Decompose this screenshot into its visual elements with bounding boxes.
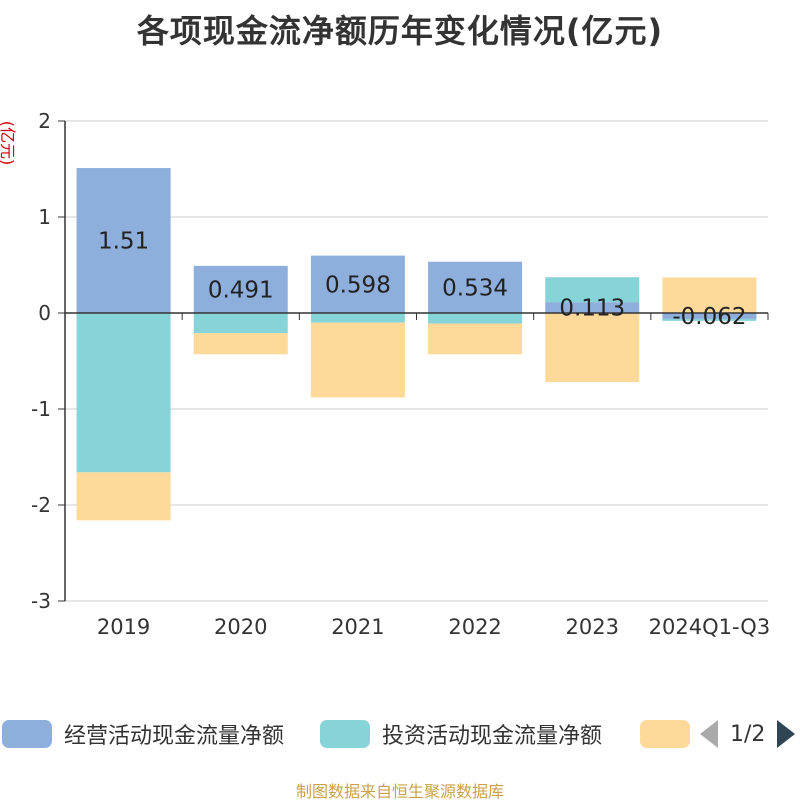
y-tick-label: 0 bbox=[38, 301, 51, 325]
bar-1 bbox=[662, 313, 757, 319]
y-tick-label: 1 bbox=[38, 205, 51, 229]
x-tick-label: 2023 bbox=[566, 615, 619, 639]
legend-label-operating: 经营活动现金流量净额 bbox=[64, 724, 285, 749]
x-tick-label: 2019 bbox=[97, 615, 150, 639]
bar-3 bbox=[193, 333, 288, 355]
pager-prev-icon[interactable] bbox=[700, 720, 718, 748]
x-tick-label: 2024Q1-Q3 bbox=[649, 615, 771, 639]
bar-1 bbox=[76, 168, 171, 313]
bar-3 bbox=[310, 322, 405, 398]
data-label: 0.491 bbox=[208, 277, 274, 303]
bar-1 bbox=[310, 255, 405, 313]
legend-pager: 1/2 bbox=[700, 718, 796, 750]
pager-text: 1/2 bbox=[730, 721, 766, 747]
chart-title: 各项现金流净额历年变化情况(亿元) bbox=[136, 12, 664, 50]
x-tick-label: 2021 bbox=[331, 615, 384, 639]
bar-3 bbox=[76, 472, 171, 521]
data-label: -0.062 bbox=[672, 304, 746, 330]
bar-3 bbox=[545, 313, 640, 383]
bar-3 bbox=[662, 277, 757, 313]
bar-1 bbox=[428, 261, 523, 313]
bar-1 bbox=[193, 265, 288, 313]
source-note: 制图数据来自恒生聚源数据库 bbox=[295, 782, 504, 801]
y-tick-label: -3 bbox=[31, 589, 51, 613]
y-tick-label: -1 bbox=[31, 397, 51, 421]
x-tick-label: 2020 bbox=[214, 615, 267, 639]
legend-item-investing[interactable]: 投资活动现金流量净额 bbox=[320, 718, 602, 750]
y-axis-unit: (亿元) bbox=[0, 121, 17, 166]
y-tick-label: 2 bbox=[38, 109, 51, 133]
y-tick-label: -2 bbox=[31, 493, 51, 517]
bar-2 bbox=[545, 277, 640, 303]
bar-1 bbox=[545, 302, 640, 313]
bar-2 bbox=[193, 313, 288, 334]
data-label: 0.113 bbox=[559, 296, 625, 322]
data-label: 0.534 bbox=[442, 275, 508, 301]
legend: 经营活动现金流量净额 投资活动现金流量净额 1/2 bbox=[0, 718, 800, 750]
bar-2 bbox=[310, 313, 405, 323]
x-tick-label: 2022 bbox=[448, 615, 501, 639]
bar-2 bbox=[428, 313, 523, 324]
legend-swatch-financing bbox=[640, 720, 690, 748]
legend-item-financing[interactable] bbox=[640, 718, 702, 750]
legend-swatch-investing bbox=[320, 720, 370, 748]
bar-3 bbox=[428, 323, 523, 355]
chart-canvas: 2 1 0 -1 -2 -3 2019 2020 2021 2022 2023 2024Q1-Q3 1.… bbox=[0, 109, 771, 639]
legend-item-operating[interactable]: 经营活动现金流量净额 bbox=[2, 718, 284, 750]
bar-2 bbox=[662, 318, 757, 321]
pager-next-icon[interactable] bbox=[777, 720, 796, 748]
bar-2 bbox=[76, 313, 171, 473]
legend-swatch-operating bbox=[2, 720, 52, 748]
legend-label-investing: 投资活动现金流量净额 bbox=[382, 724, 603, 749]
data-label: 1.51 bbox=[98, 229, 149, 255]
data-label: 0.598 bbox=[325, 272, 391, 298]
